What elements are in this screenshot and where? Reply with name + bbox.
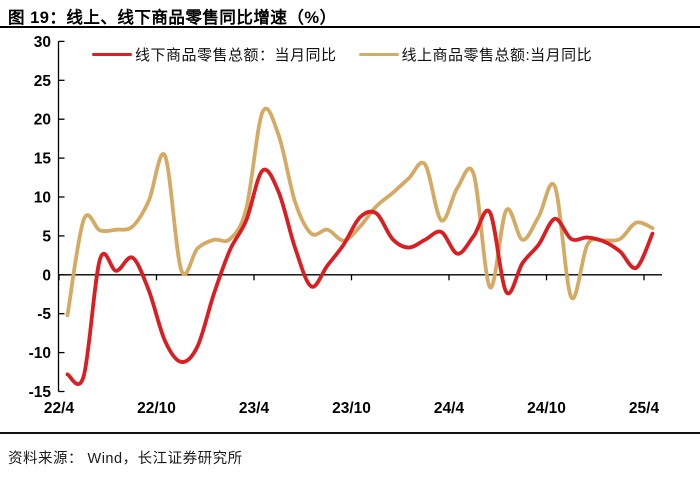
online-series-label: 线上商品零售总额:当月同比 — [401, 47, 593, 64]
offline-series-label: 线下商品零售总额：当月同比 — [135, 47, 337, 64]
axis-tick-label: 30 — [34, 34, 51, 51]
axis-tick-label: 23/10 — [332, 400, 371, 417]
axis-tick-label: 24/4 — [434, 400, 465, 417]
axis-tick-label: 20 — [34, 112, 51, 129]
chart-title: 图 19：线上、线下商品零售同比增速（%） — [8, 9, 337, 27]
axis-tick-label: 5 — [42, 228, 51, 245]
axis-tick-label: -5 — [37, 306, 51, 323]
offline-series-line-swatch — [92, 52, 132, 57]
title-divider — [0, 26, 700, 28]
axis-tick-label: 22/10 — [137, 400, 176, 417]
axis-tick-label: 0 — [42, 267, 51, 284]
axis-tick-label: 25 — [34, 73, 52, 90]
axis-tick-label: 25/4 — [629, 400, 660, 417]
offline-series-line — [65, 167, 655, 386]
axis-tick-label: 22/4 — [44, 400, 75, 417]
axis-tick-label: 15 — [34, 151, 52, 168]
chart-legend: 线下商品零售总额：当月同比 线上商品零售总额:当月同比 — [92, 44, 592, 65]
axis-tick-label: -10 — [29, 345, 51, 362]
source-note: 资料来源： Wind，长江证券研究所 — [8, 451, 243, 467]
axis-tick-label: 23/4 — [239, 400, 270, 417]
online-series-line-swatch — [358, 52, 399, 57]
online-series-line — [65, 106, 655, 318]
axis-tick-label: 24/10 — [527, 400, 566, 417]
axis-tick-label: 10 — [34, 190, 51, 207]
axis-tick-label: -15 — [29, 384, 52, 401]
footer-divider — [0, 432, 700, 434]
